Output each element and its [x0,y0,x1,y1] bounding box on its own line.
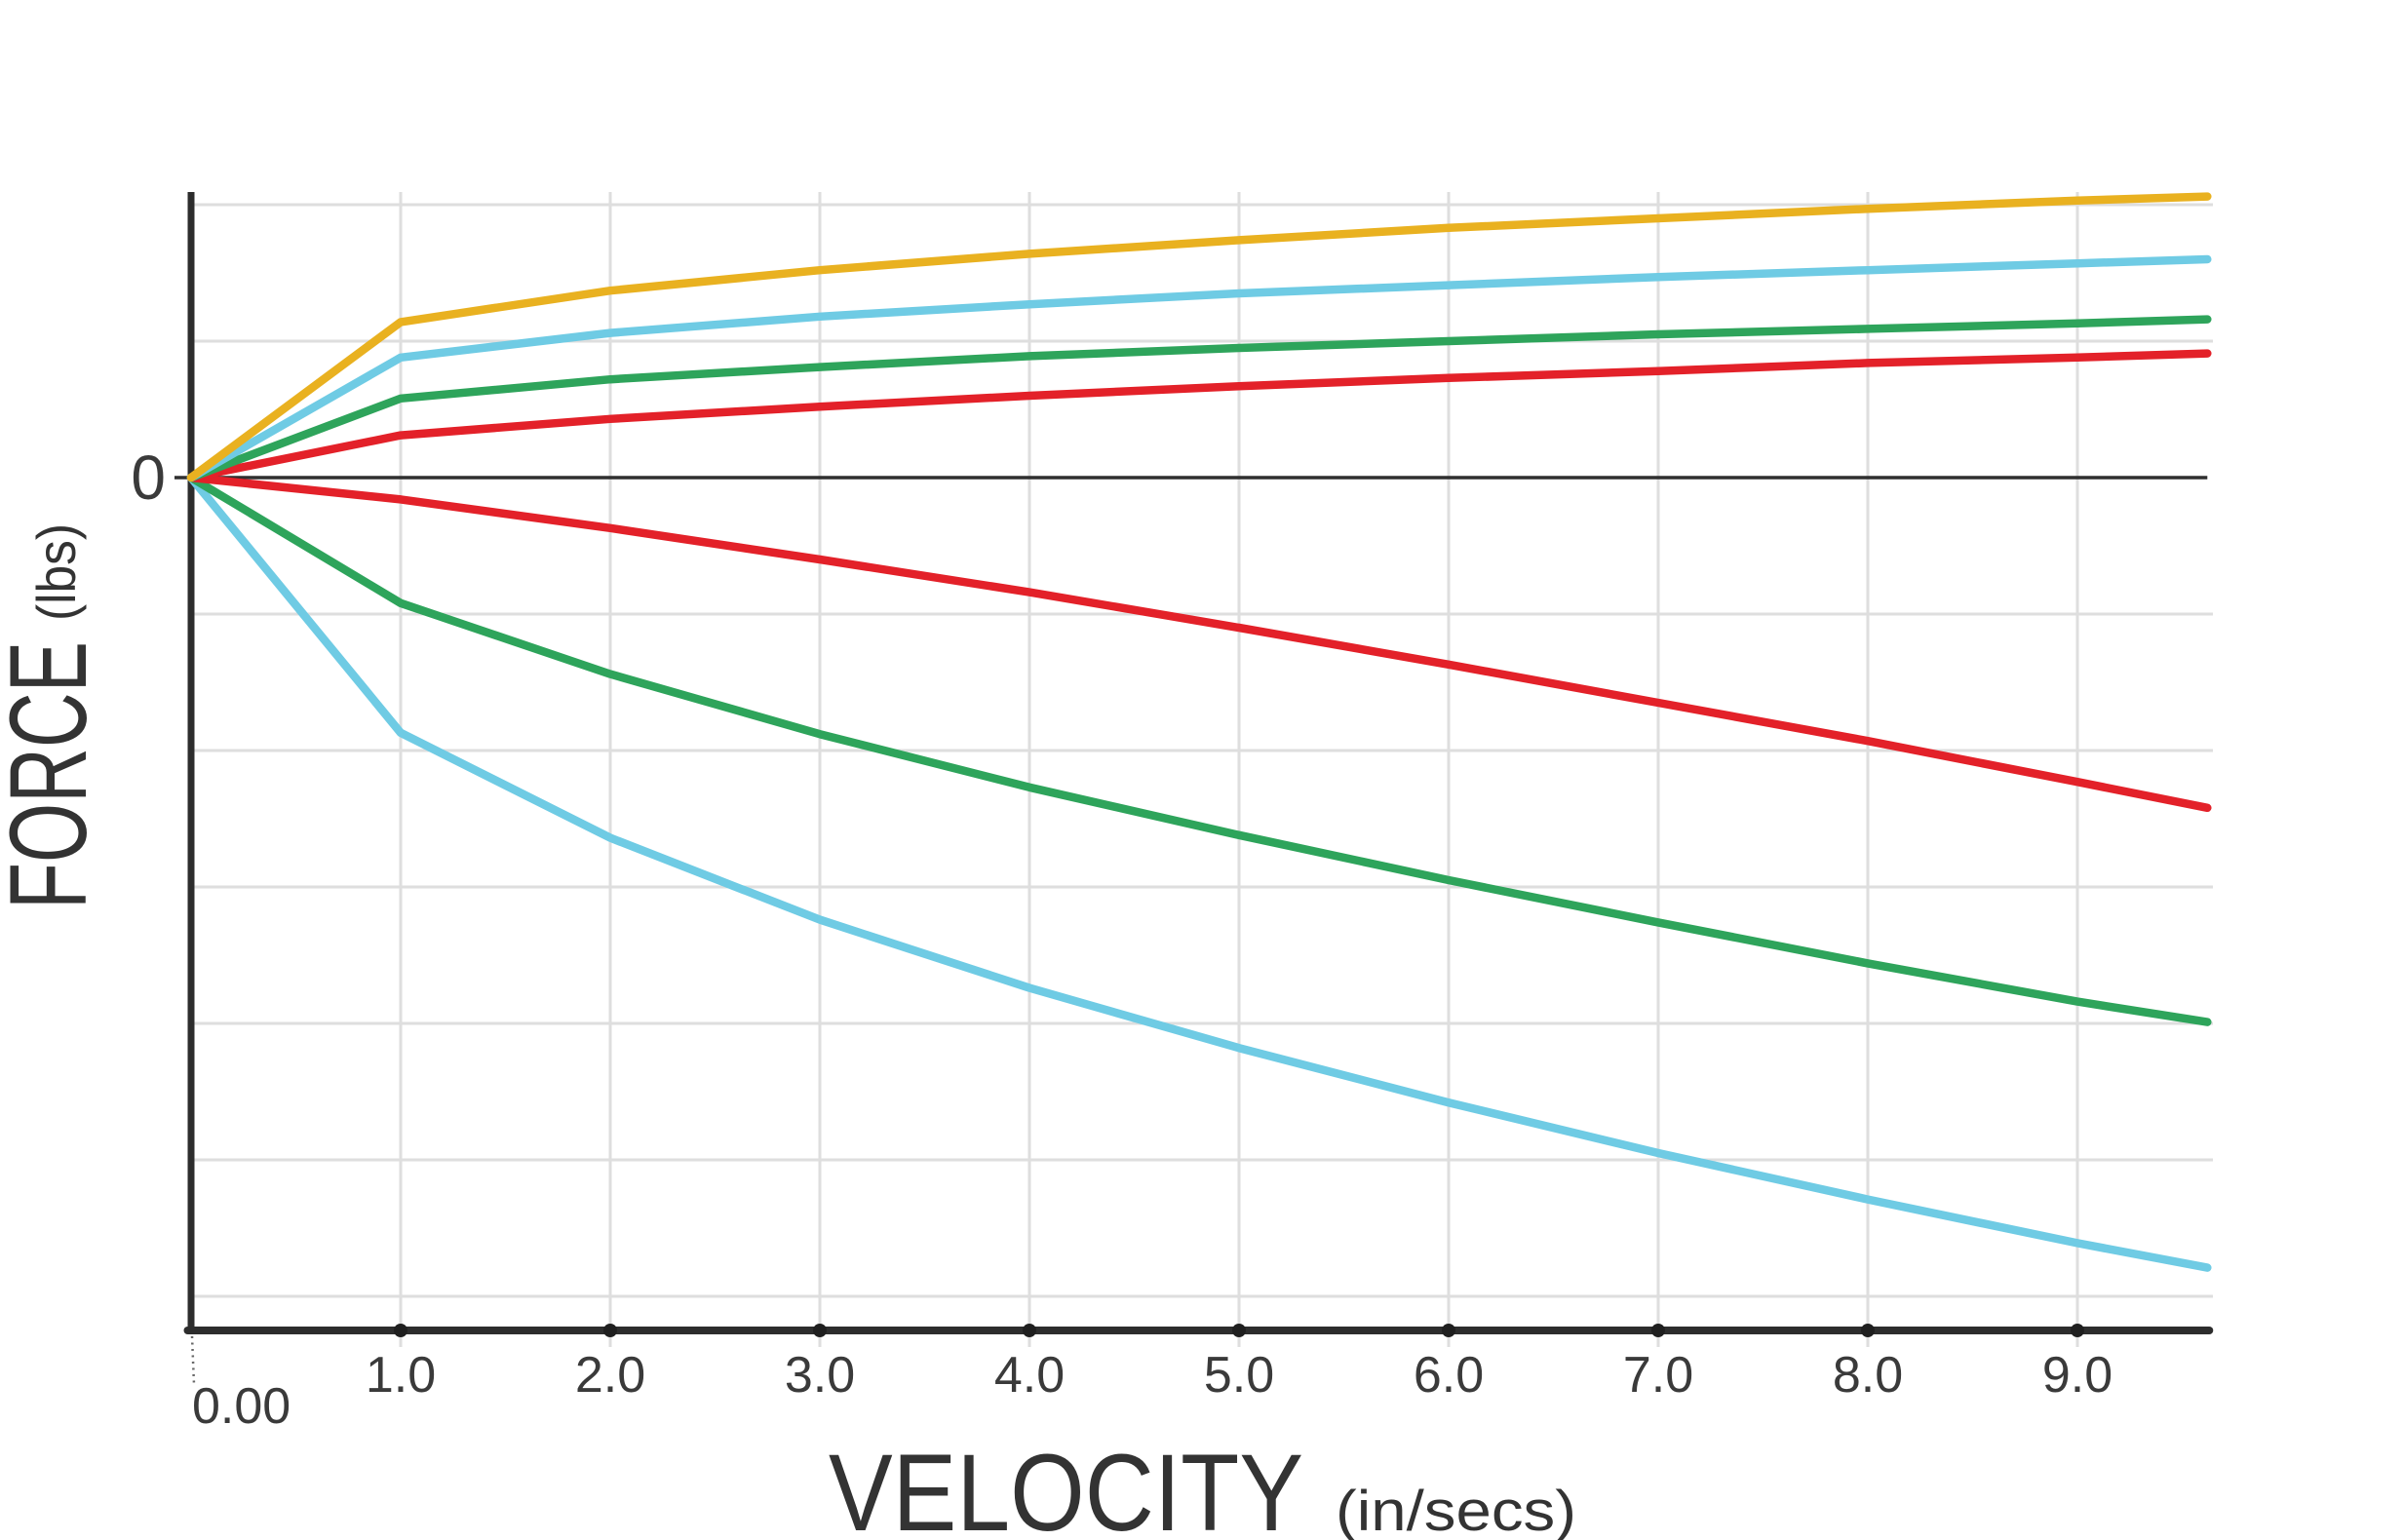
x-tick-dot [1861,1324,1875,1337]
series-line-red-positive [186,349,2212,482]
x-tick-dot [2071,1324,2084,1337]
x-tick-dot [1023,1324,1036,1337]
x-tick-dot [813,1324,827,1337]
y-zero-label: 0 [131,443,166,513]
tick-dots-layer [394,1324,2084,1337]
x-tick-label: 1.0 [366,1347,436,1404]
x-tick-dot [1442,1324,1455,1337]
y-axis-unit: (lbs) [25,523,87,621]
x-tick-label: 9.0 [2042,1347,2112,1404]
series-line-cyan-positive [186,254,2212,482]
x-tick-label: 7.0 [1623,1347,1693,1404]
x-tick-labels-layer: 1.0 2.0 3.0 4.0 5.0 6.0 7.0 8.0 9.0 [366,1347,2112,1404]
series-line-yellow-positive [186,192,2212,482]
origin-dotted-line [190,1335,196,1385]
x-tick-label: 5.0 [1204,1347,1274,1404]
x-tick-label: 2.0 [575,1347,645,1404]
series-line-green-negative [186,473,2212,1026]
series-line-red-negative [186,473,2212,813]
x-tick-label: 4.0 [994,1347,1065,1404]
x-tick-dot [1651,1324,1665,1337]
x-tick-label: 3.0 [785,1347,855,1404]
series-line-cyan-negative [186,473,2212,1272]
x-axis-title: VELOCITY [829,1432,1303,1540]
x-tick-label: 6.0 [1414,1347,1484,1404]
x-tick-dot [1232,1324,1246,1337]
series-layer [186,192,2212,1272]
x-axis-unit: (in/secs) [1336,1480,1576,1540]
x-origin-label: 0.00 [192,1378,291,1435]
x-tick-dot [603,1324,617,1337]
y-axis-title: FORCE [0,641,109,909]
x-tick-dot [394,1324,407,1337]
series-line-green-positive [186,315,2212,482]
x-tick-label: 8.0 [1833,1347,1903,1404]
gridlines-layer [174,192,2213,1347]
